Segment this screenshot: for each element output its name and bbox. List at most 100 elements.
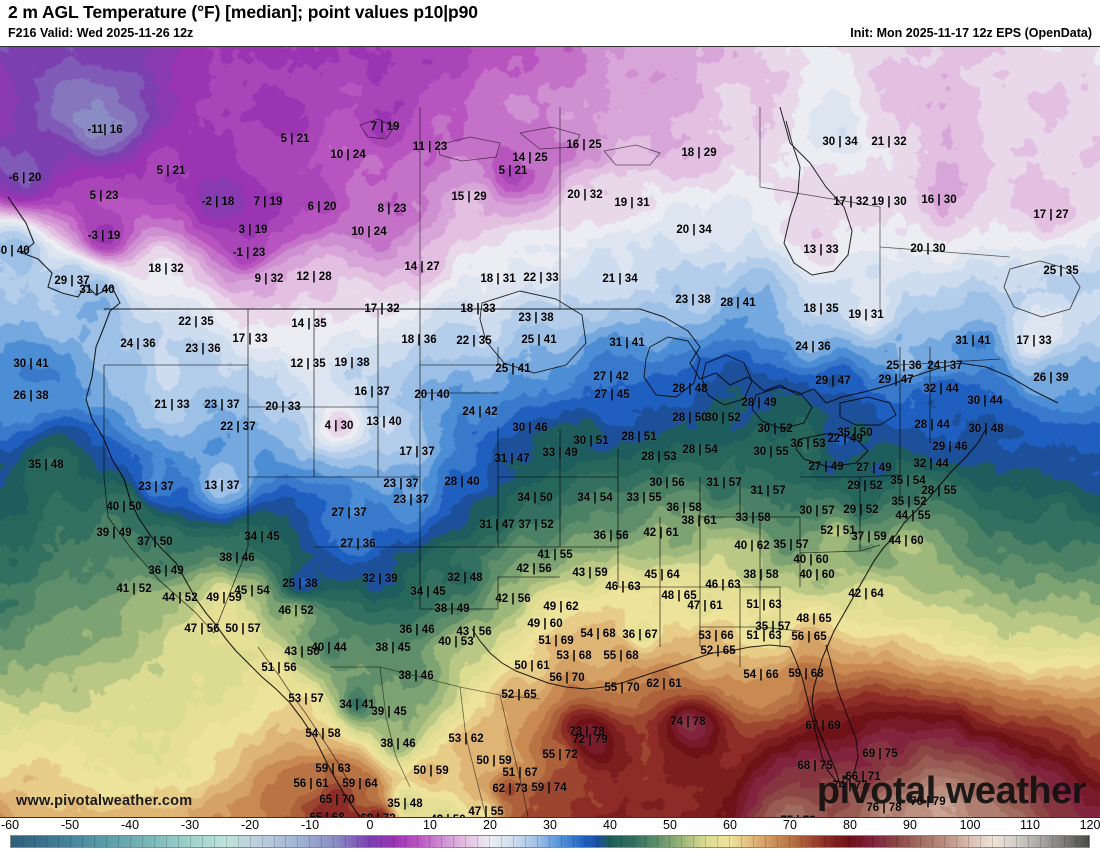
border-path: [257, 646, 349, 782]
colorbar-segment: [766, 836, 778, 847]
colorbar-segment: [825, 836, 838, 847]
weather-map[interactable]: -11| 16 5 | 21 7 | 19 11 | 23 10 | 24 14 | 25…: [0, 46, 1100, 818]
colorbar-segment: [263, 836, 275, 847]
colorbar-segment: [873, 836, 886, 847]
colorbar-segment: [682, 836, 694, 847]
colorbar-segment: [71, 836, 83, 847]
border-path: [248, 476, 421, 609]
colorbar-segment: [1077, 836, 1089, 847]
colorbar-segment: [514, 836, 527, 847]
colorbar-segment: [167, 836, 179, 847]
colorbar-segment: [550, 836, 562, 847]
border-path: [1003, 260, 1081, 318]
colorbar-segment: [227, 836, 239, 847]
colorbar-tick: -20: [240, 818, 260, 832]
colorbar-segment: [47, 836, 59, 847]
colorbar-segment: [814, 836, 826, 847]
colorbar-tick: 90: [903, 818, 917, 832]
border-path: [7, 196, 361, 817]
colorbar-segment: [933, 836, 946, 847]
colorbar-segment: [35, 836, 47, 847]
border-path: [437, 136, 501, 162]
colorbar-gradient[interactable]: [10, 835, 1090, 848]
colorbar-segment: [418, 836, 431, 847]
border-path: [330, 666, 541, 700]
colorbar-segment: [298, 836, 311, 847]
border-path: [639, 308, 843, 404]
colorbar-segment: [215, 836, 227, 847]
border-path: [779, 106, 853, 276]
border-path: [420, 347, 499, 366]
valid-time-label: F216 Valid: Wed 2025-11-26 12z: [8, 26, 194, 40]
colorbar-segment: [83, 836, 95, 847]
border-path: [811, 428, 987, 786]
colorbar-segment: [370, 836, 383, 847]
colorbar-tick: -60: [0, 818, 20, 832]
colorbar-segment: [586, 836, 598, 847]
map-header: 2 m AGL Temperature (°F) [median]; point…: [0, 0, 1100, 46]
colorbar-segment: [466, 836, 479, 847]
colorbar-tick: 110: [1020, 818, 1040, 832]
colorbar-segment: [670, 836, 682, 847]
colorbar-segment: [346, 836, 359, 847]
colorbar-segment: [155, 836, 167, 847]
colorbar-segment: [1065, 836, 1077, 847]
border-path: [800, 474, 901, 478]
colorbar-segment: [143, 836, 155, 847]
border-path: [379, 666, 411, 788]
border-path: [459, 686, 487, 817]
colorbar-segment: [310, 836, 323, 847]
colorbar-segment: [610, 836, 622, 847]
colorbar-segment: [598, 836, 610, 847]
colorbar-segment: [119, 836, 131, 847]
colorbar-segment: [59, 836, 71, 847]
colorbar-tick: 60: [723, 818, 737, 832]
colorbar-segment: [1053, 836, 1066, 847]
colorbar-segment: [837, 836, 850, 847]
colorbar-segment: [1017, 836, 1030, 847]
map-borders-overlay: [7, 106, 1081, 817]
colorbar-segment: [538, 836, 550, 847]
border-path: [789, 644, 859, 784]
colorbar-segment: [742, 836, 754, 847]
colorbar-segment: [921, 836, 934, 847]
colorbar-tick: -10: [300, 818, 320, 832]
colorbar-segment: [406, 836, 419, 847]
colorbar-segment: [622, 836, 634, 847]
border-path: [879, 246, 1011, 258]
colorbar-segment: [251, 836, 263, 847]
colorbar-segment: [358, 836, 371, 847]
colorbar-tick: 100: [959, 818, 981, 832]
border-path: [839, 396, 897, 426]
colorbar-tick: -50: [60, 818, 80, 832]
border-path: [519, 126, 581, 150]
colorbar-segment: [322, 836, 335, 847]
colorbar[interactable]: -60 -50 -40 -30 -20 -10 0 10 20 30 40 50 60 70 80 90 100…: [0, 818, 1100, 850]
colorbar-segment: [275, 836, 287, 847]
colorbar-segment: [897, 836, 910, 847]
border-path: [751, 386, 813, 430]
colorbar-segment: [790, 836, 802, 847]
colorbar-segment: [849, 836, 862, 847]
colorbar-segment: [802, 836, 814, 847]
colorbar-tick: 50: [663, 818, 677, 832]
border-path: [479, 290, 587, 374]
colorbar-segment: [502, 836, 515, 847]
colorbar-segment: [861, 836, 874, 847]
colorbar-segment: [885, 836, 898, 847]
colorbar-tick: 80: [843, 818, 857, 832]
border-path: [643, 336, 701, 398]
colorbar-segment: [969, 836, 982, 847]
watermark-url: www.pivotalweather.com: [16, 793, 193, 809]
colorbar-tick: 30: [543, 818, 557, 832]
border-path: [420, 576, 560, 610]
colorbar-tick: 70: [783, 818, 797, 832]
colorbar-tick: 20: [483, 818, 497, 832]
colorbar-segment: [562, 836, 574, 847]
colorbar-segment: [131, 836, 143, 847]
watermark-brand: pivotal weather: [816, 770, 1087, 812]
colorbar-segment: [382, 836, 395, 847]
border-path: [799, 544, 881, 554]
colorbar-segment: [909, 836, 922, 847]
